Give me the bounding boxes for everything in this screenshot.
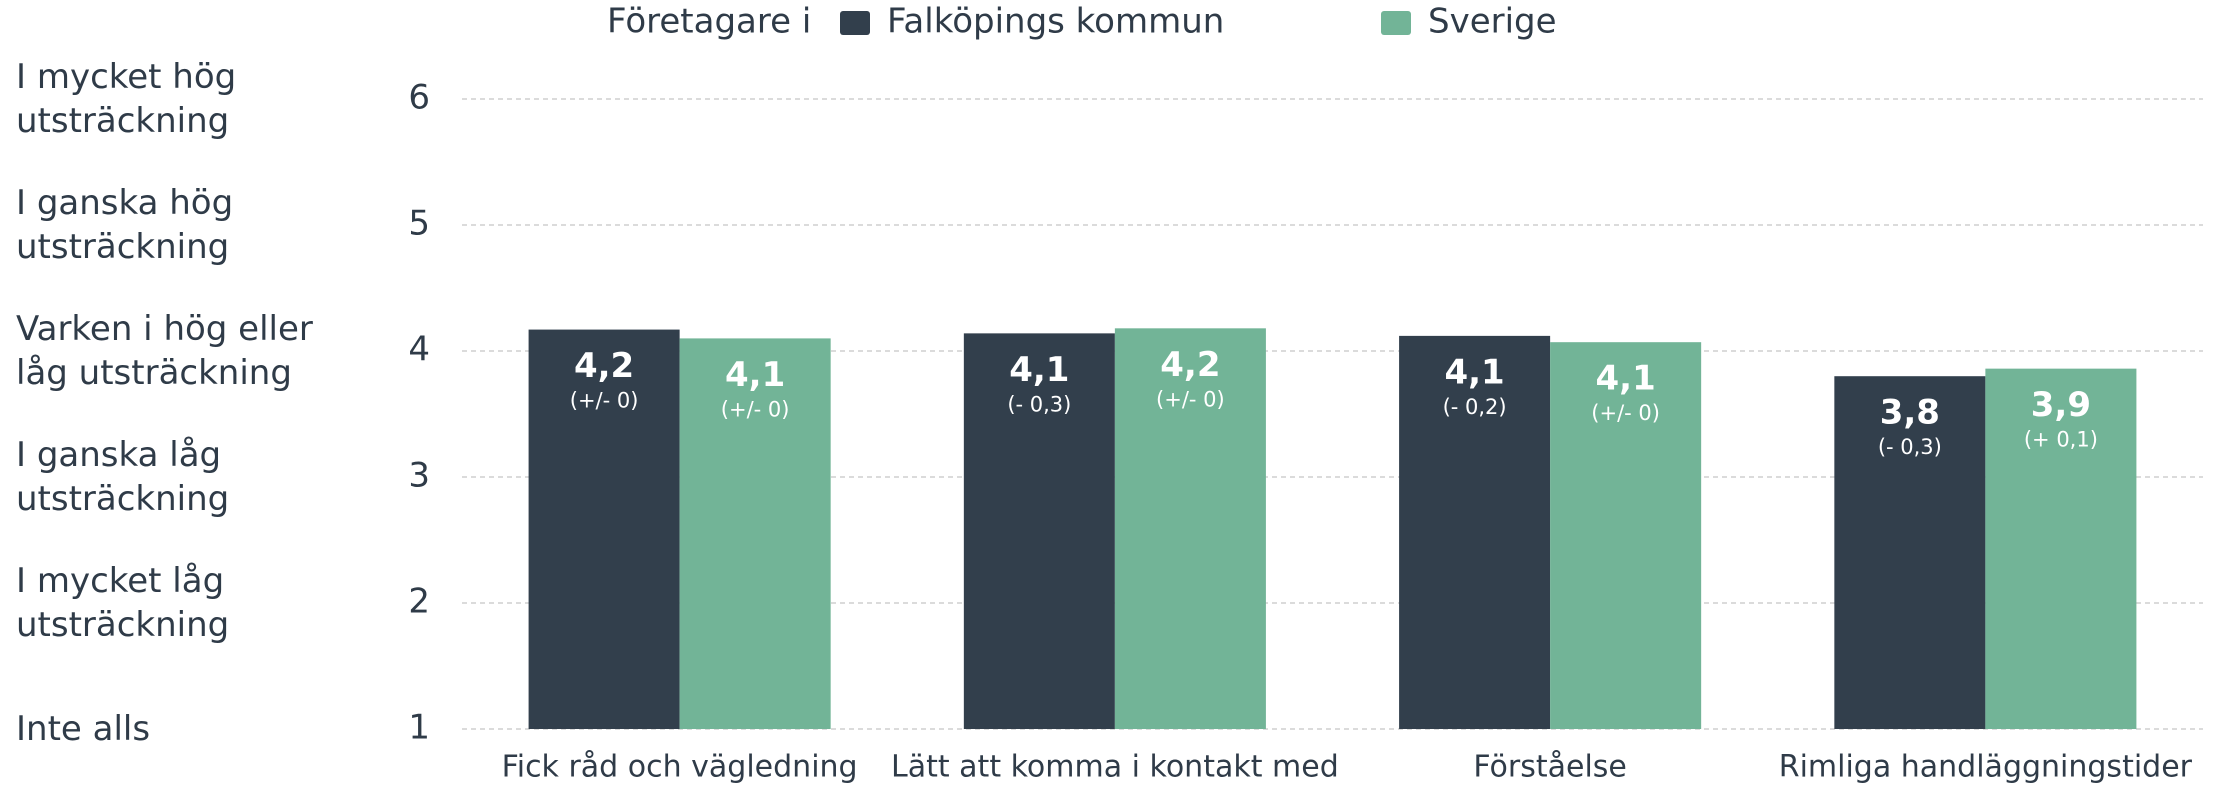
y-tick-label: 4 [408, 330, 430, 370]
value-label: 4,1 [1444, 352, 1504, 392]
value-label: 3,8 [1880, 393, 1940, 433]
y-tick-label: 1 [408, 708, 430, 748]
bar [528, 329, 680, 729]
change-label: (+/- 0) [1591, 401, 1660, 425]
x-tick-label: Fick råd och vägledning [502, 750, 858, 785]
value-label: 4,1 [1596, 359, 1656, 399]
level-label: I mycket hög utsträckning [16, 57, 237, 141]
x-tick-label: Förståelse [1473, 750, 1627, 785]
legend-title: Företagare i [607, 2, 811, 42]
change-label: (- 0,2) [1443, 395, 1507, 419]
legend-label: Falköpings kommun [887, 2, 1224, 42]
y-tick-label: 6 [408, 78, 430, 118]
level-label: I mycket låg utsträckning [16, 561, 230, 645]
bar [1114, 328, 1266, 729]
level-label: Varken i hög eller låg utsträckning [16, 309, 313, 393]
change-label: (- 0,3) [1007, 392, 1071, 416]
legend-swatch [840, 11, 870, 35]
bar [1985, 368, 2137, 729]
legend-swatch [1381, 11, 1411, 35]
bar [963, 333, 1115, 729]
value-label: 4,2 [1160, 345, 1220, 385]
level-label: Inte alls [16, 709, 151, 749]
level-label: I ganska hög utsträckning [16, 183, 234, 267]
bar [679, 338, 831, 729]
value-label: 3,9 [2031, 385, 2091, 425]
y-tick-label: 5 [408, 204, 430, 244]
bar [1834, 376, 1986, 729]
change-label: (- 0,3) [1878, 435, 1942, 459]
x-tick-label: Rimliga handläggningstider [1779, 750, 2193, 785]
legend-label: Sverige [1428, 2, 1557, 42]
y-tick-label: 2 [408, 582, 430, 622]
x-tick-label: Lätt att komma i kontakt med [891, 750, 1339, 785]
bar [1399, 335, 1551, 729]
change-label: (+ 0,1) [2024, 428, 2098, 452]
bar [1550, 342, 1702, 729]
y-tick-label: 3 [408, 456, 430, 496]
value-label: 4,1 [725, 355, 785, 395]
value-label: 4,1 [1009, 350, 1069, 390]
change-label: (+/- 0) [721, 397, 790, 421]
value-label: 4,2 [574, 346, 634, 386]
change-label: (+/- 0) [1156, 387, 1225, 411]
level-label: I ganska låg utsträckning [16, 435, 230, 519]
change-label: (+/- 0) [570, 389, 639, 413]
